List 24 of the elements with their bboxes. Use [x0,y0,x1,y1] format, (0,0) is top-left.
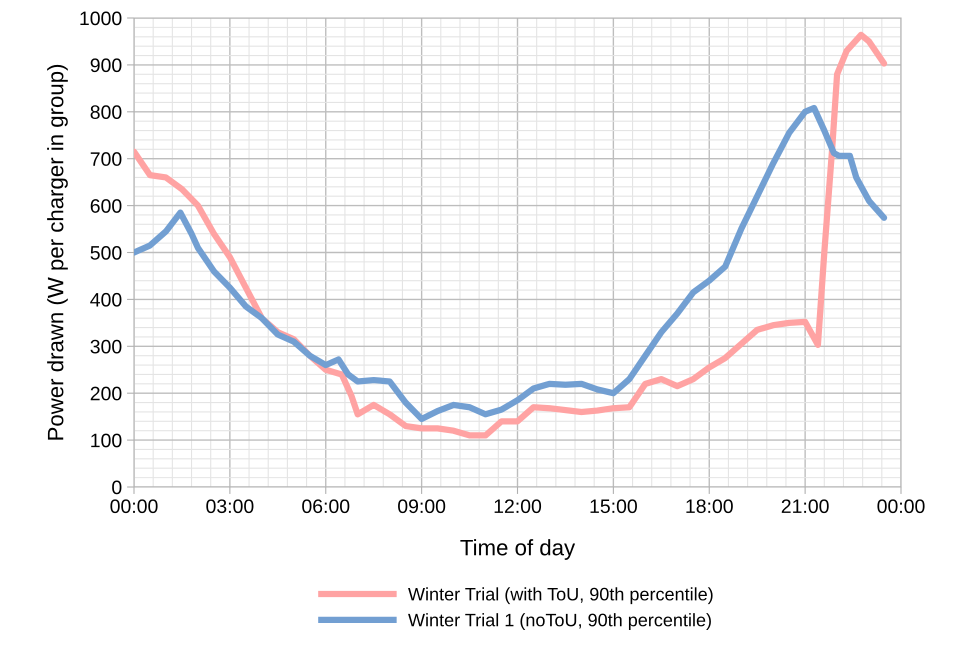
legend-label: Winter Trial 1 (noToU, 90th percentile) [408,613,711,630]
y-tick-label: 500 [90,246,122,260]
y-tick-label: 1000 [80,11,122,26]
x-tick-label: 18:00 [686,499,733,514]
y-tick-label: 800 [90,105,122,120]
x-tick-label: 15:00 [590,499,637,514]
y-tick-label: 0 [112,480,122,494]
legend-label: Winter Trial (with ToU, 90th percentile) [408,587,713,604]
x-tick-label: 03:00 [206,499,254,514]
x-tick-label: 21:00 [782,499,829,514]
y-tick-label: 600 [90,199,122,213]
x-tick-label: 00:00 [110,499,158,514]
y-tick-label: 200 [90,386,122,400]
y-tick-label: 900 [90,58,122,72]
x-tick-label: 12:00 [494,499,542,514]
y-tick-label: 100 [91,434,122,448]
x-axis-title: Time of day [460,539,576,560]
x-tick-label: 09:00 [398,499,446,514]
x-tick-label: 06:00 [302,499,350,514]
y-tick-label: 700 [90,152,122,166]
x-tick-label: 00:00 [877,499,925,514]
y-tick-label: 300 [90,340,122,354]
y-tick-label: 400 [90,292,122,307]
y-axis-title: Power drawn (W per charger in group) [47,64,68,440]
